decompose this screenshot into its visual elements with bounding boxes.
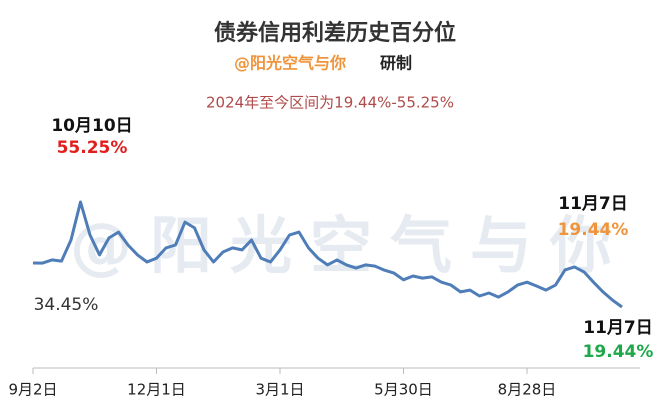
- subtitle-author: @阳光空气与你: [234, 54, 346, 73]
- subtitle-suffix: 研制: [380, 54, 412, 73]
- peak-value: 55.25%: [57, 138, 128, 158]
- end-date: 11月7日: [558, 194, 628, 214]
- last-value: 19.44%: [583, 342, 654, 362]
- x-tick-label: 9月2日: [8, 381, 57, 399]
- chart-title: 债券信用利差历史百分位: [214, 20, 456, 46]
- x-tick-label: 8月28日: [498, 381, 557, 399]
- range-note: 2024年至今区间为19.44%-55.25%: [206, 94, 454, 112]
- peak-date: 10月10日: [51, 116, 132, 136]
- start-value: 34.45%: [34, 295, 99, 315]
- end-value: 19.44%: [558, 220, 629, 240]
- x-tick-label: 5月30日: [374, 381, 433, 399]
- line: [32, 200, 623, 309]
- watermark: @阳光空气与你: [70, 209, 630, 282]
- last-date: 11月7日: [583, 318, 653, 338]
- x-tick-label: 3月1日: [255, 381, 304, 399]
- x-tick-label: 12月1日: [127, 381, 186, 399]
